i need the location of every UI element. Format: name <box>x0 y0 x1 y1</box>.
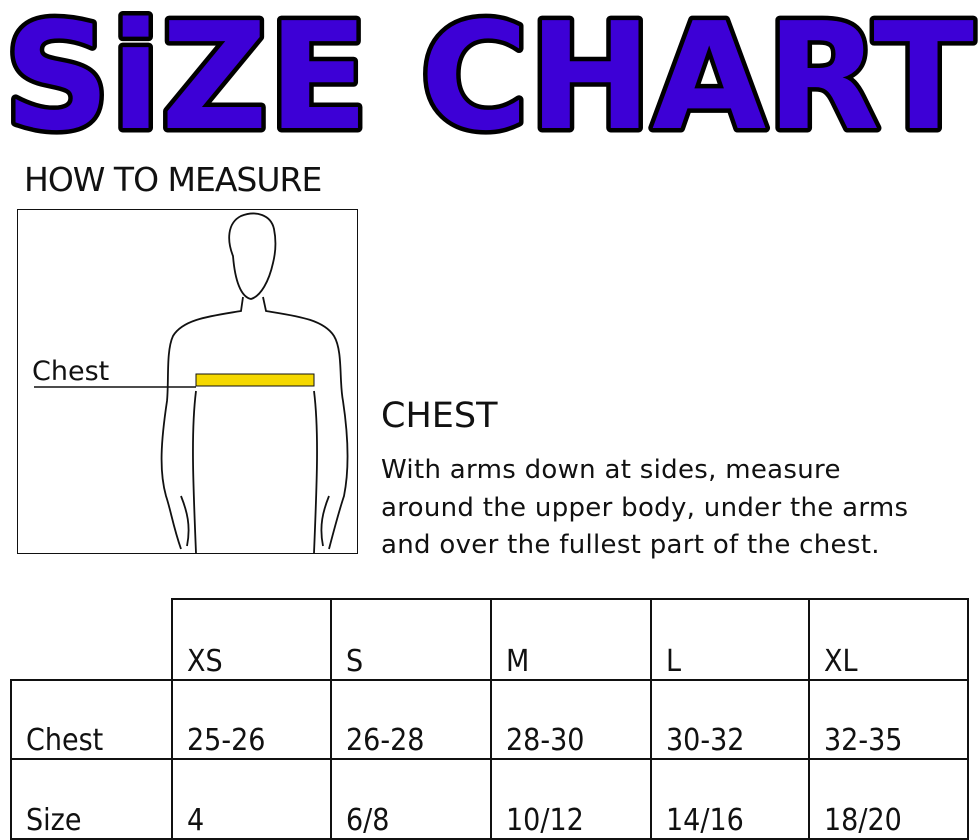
chest-instruction-line: and over the fullest part of the chest. <box>381 530 880 560</box>
table-cell: 10/12 <box>490 758 652 840</box>
column-header-text: XS <box>187 644 223 679</box>
table-cell: 30-32 <box>650 679 810 760</box>
chest-figure-label: Chest <box>32 356 110 387</box>
column-header: S <box>330 598 492 681</box>
row-label: Chest <box>10 679 173 760</box>
column-header-text: M <box>506 644 530 679</box>
column-header: M <box>490 598 652 681</box>
size-chart-title: SiZE CHART <box>0 0 978 150</box>
table-cell: 18/20 <box>808 758 969 840</box>
table-cell-text: 25-26 <box>187 723 266 758</box>
table-cell: 14/16 <box>650 758 810 840</box>
table-cell: 32-35 <box>808 679 969 760</box>
row-label-text: Size <box>26 803 82 838</box>
body-outline-illustration <box>34 212 349 554</box>
table-cell-text: 10/12 <box>506 803 584 838</box>
table-cell-text: 18/20 <box>824 803 902 838</box>
table-cell: 6/8 <box>330 758 492 840</box>
measure-figure: Chest <box>17 209 358 554</box>
chest-instruction-line: around the upper body, under the arms <box>381 493 909 523</box>
table-cell-text: 14/16 <box>666 803 744 838</box>
table-cell: 28-30 <box>490 679 652 760</box>
table-cell: 25-26 <box>171 679 332 760</box>
title-text: SiZE CHART <box>4 0 974 150</box>
column-header-text: S <box>346 644 364 679</box>
column-header: XL <box>808 598 969 681</box>
table-cell-text: 26-28 <box>346 723 425 758</box>
table-cell-text: 6/8 <box>346 803 390 838</box>
measuring-tape <box>195 373 315 387</box>
row-label-text: Chest <box>26 723 104 758</box>
table-cell-text: 30-32 <box>666 723 745 758</box>
how-to-measure-heading: HOW TO MEASURE <box>24 160 322 199</box>
column-header: L <box>650 598 810 681</box>
chest-heading: CHEST <box>381 396 498 436</box>
table-cell-text: 4 <box>187 803 205 838</box>
column-header-text: XL <box>824 644 858 679</box>
table-cell-text: 28-30 <box>506 723 585 758</box>
table-cell: 26-28 <box>330 679 492 760</box>
table-cell-text: 32-35 <box>824 723 903 758</box>
row-label: Size <box>10 758 173 840</box>
chest-instruction-line: With arms down at sides, measure <box>381 455 841 485</box>
column-header-text: L <box>666 644 682 679</box>
column-header: XS <box>171 598 332 681</box>
table-cell: 4 <box>171 758 332 840</box>
